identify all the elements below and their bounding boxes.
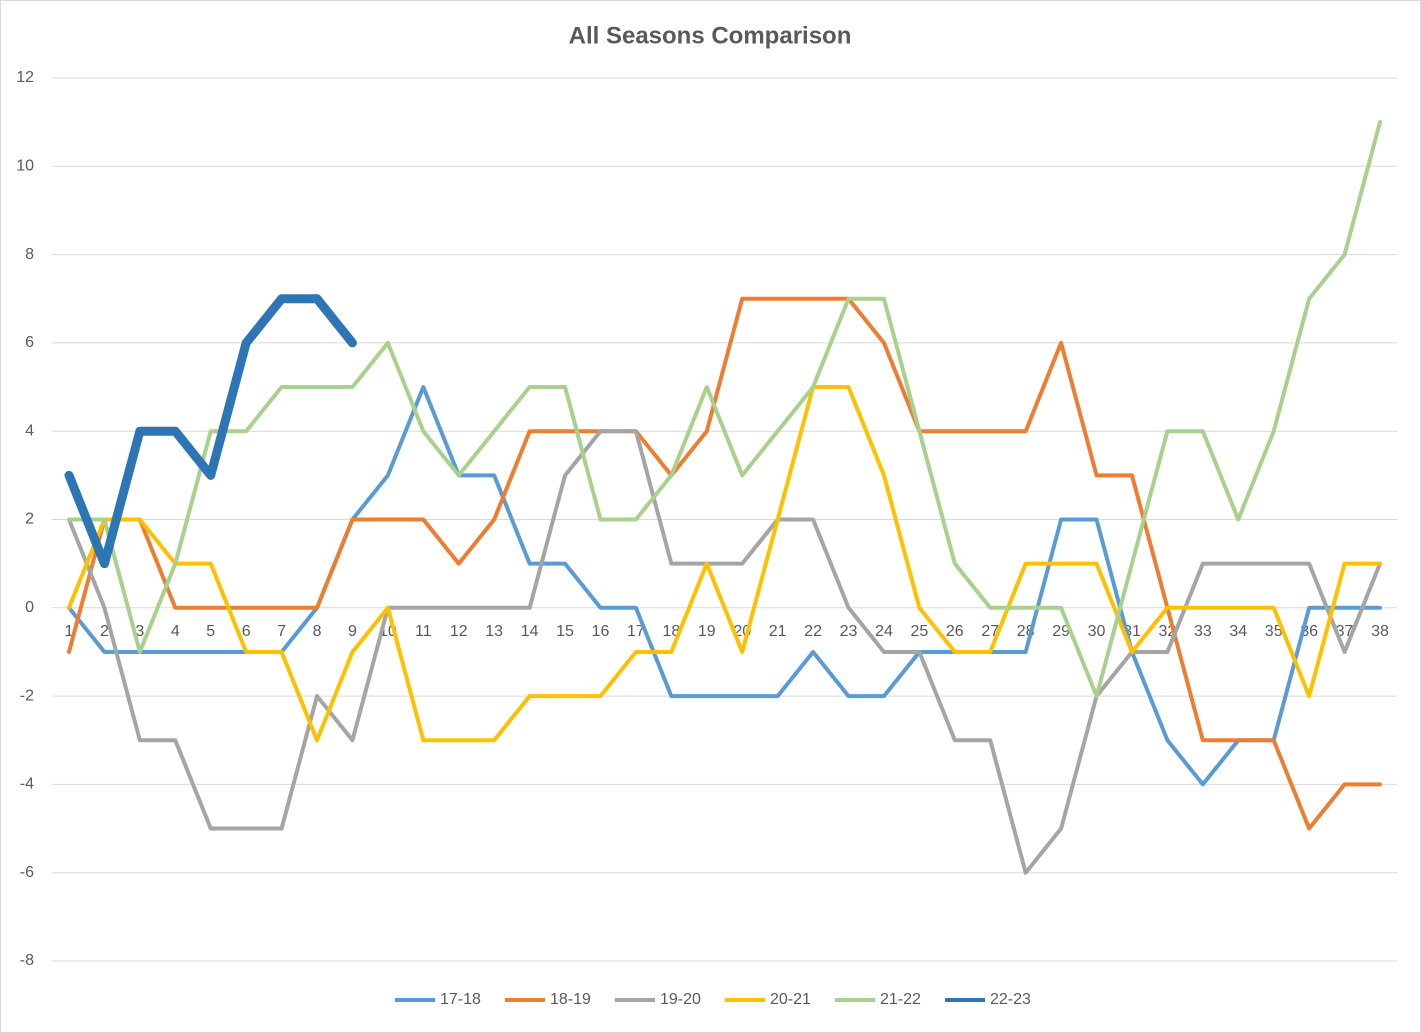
legend-label: 20-21	[770, 991, 811, 1008]
y-tick-label: 10	[16, 158, 34, 175]
y-tick-label: -4	[20, 776, 34, 793]
series-line	[67, 385, 1382, 787]
x-tick-label: 6	[242, 623, 251, 640]
x-tick-label: 7	[277, 623, 286, 640]
x-tick-label: 25	[910, 623, 928, 640]
series-line	[67, 429, 1382, 875]
x-tick-label: 15	[556, 623, 574, 640]
chart-title: All Seasons Comparison	[569, 22, 852, 49]
x-tick-label: 16	[592, 623, 610, 640]
y-tick-label: -8	[20, 952, 34, 969]
x-tick-label: 13	[485, 623, 503, 640]
y-tick-label: 8	[25, 246, 34, 263]
x-tick-label: 11	[415, 623, 432, 640]
x-tick-label: 17	[627, 623, 645, 640]
y-tick-label: -6	[20, 864, 34, 881]
series-line	[64, 294, 357, 569]
y-tick-label: 0	[25, 599, 34, 616]
series-line	[67, 385, 1382, 743]
x-tick-label: 24	[875, 623, 893, 640]
x-tick-label: 35	[1265, 623, 1283, 640]
y-tick-label: 2	[25, 511, 34, 528]
x-tick-label: 19	[698, 623, 716, 640]
x-tick-label: 30	[1088, 623, 1106, 640]
x-tick-label: 1	[65, 623, 74, 640]
y-tick-label: -2	[20, 687, 34, 704]
series-line	[67, 296, 1382, 831]
x-tick-label: 21	[769, 623, 787, 640]
x-tick-label: 23	[840, 623, 858, 640]
x-tick-label: 4	[171, 623, 180, 640]
legend-label: 19-20	[660, 991, 701, 1008]
y-tick-label: 6	[25, 334, 34, 351]
x-tick-label: 14	[521, 623, 539, 640]
x-tick-label: 29	[1052, 623, 1070, 640]
legend-label: 21-22	[880, 991, 921, 1008]
x-tick-label: 12	[450, 623, 468, 640]
x-tick-label: 9	[348, 623, 357, 640]
x-tick-label: 2	[100, 623, 109, 640]
x-tick-label: 34	[1229, 623, 1247, 640]
y-tick-label: 12	[16, 69, 34, 86]
legend-label: 18-19	[550, 991, 591, 1008]
x-tick-label: 38	[1371, 623, 1389, 640]
y-tick-label: 4	[25, 422, 34, 439]
legend-label: 22-23	[990, 991, 1031, 1008]
series-line	[67, 120, 1382, 699]
legend-label: 17-18	[440, 991, 481, 1008]
x-tick-label: 22	[804, 623, 822, 640]
x-tick-label: 26	[946, 623, 964, 640]
x-tick-label: 5	[206, 623, 215, 640]
x-tick-label: 33	[1194, 623, 1212, 640]
x-tick-label: 3	[135, 623, 144, 640]
x-tick-label: 8	[313, 623, 322, 640]
